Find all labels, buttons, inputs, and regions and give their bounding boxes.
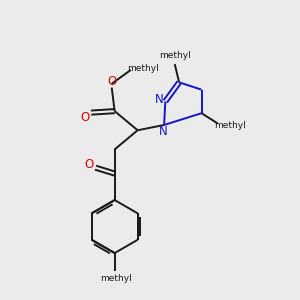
Text: O: O bbox=[107, 75, 116, 88]
Text: methyl: methyl bbox=[214, 121, 246, 130]
Text: methyl: methyl bbox=[100, 274, 131, 284]
Text: N: N bbox=[159, 125, 168, 138]
Text: methyl: methyl bbox=[159, 51, 190, 60]
Text: O: O bbox=[81, 110, 90, 124]
Text: methyl: methyl bbox=[128, 64, 159, 73]
Text: N: N bbox=[154, 93, 163, 106]
Text: O: O bbox=[84, 158, 94, 171]
